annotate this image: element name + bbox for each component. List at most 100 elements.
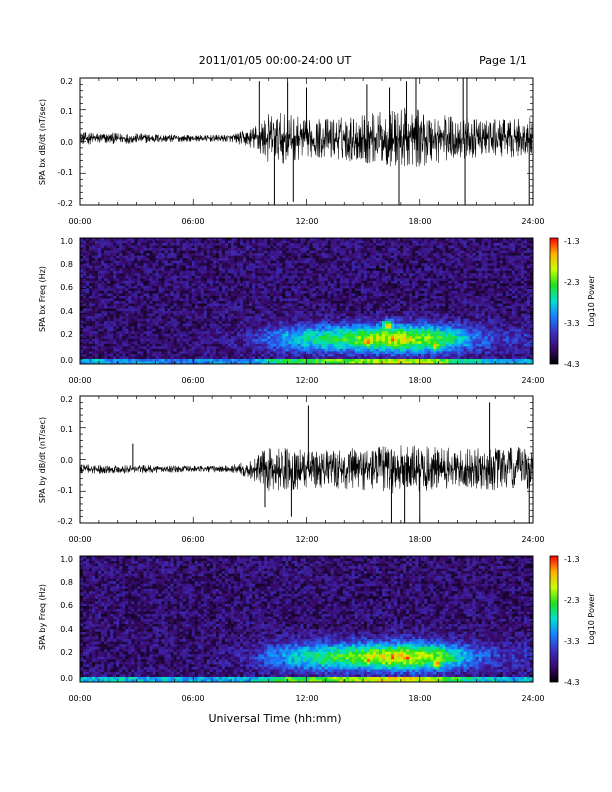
spectrogram-cell [270,240,274,244]
spectrogram-cell [170,311,174,314]
spectrogram-cell [315,263,319,267]
spectrogram-cell [303,323,307,327]
spectrogram-cell [363,295,368,299]
spectrogram-cell [273,326,277,330]
spectrogram-cell [128,323,132,327]
spectrogram-cell [351,248,356,251]
spectrogram-cell [98,243,102,246]
spectrogram-cell [161,356,165,360]
spectrogram-cell [297,341,301,345]
spectrogram-cell [342,288,347,292]
spectrogram-cell [270,255,274,259]
spectrogram-cell [113,250,117,254]
spectrogram-cell [224,303,229,307]
spectrogram-cell [101,285,105,289]
spectrogram-cell [200,336,205,340]
spectrogram-cell [128,308,132,312]
spectrogram-cell [252,273,256,277]
spectrogram-cell [179,353,183,357]
spectrogram-cell [255,240,259,244]
spectrogram-cell [134,263,138,267]
spectrogram-cell [146,275,150,279]
spectrogram-cell [348,293,353,297]
spectrogram-cell [261,268,265,272]
spectrogram-cell [224,353,229,357]
spectrogram-cell [176,288,180,292]
spectrogram-cell [291,338,295,342]
spectrogram-cell [110,336,114,340]
spectrogram-cell [258,263,262,267]
spectrogram-cell [261,250,265,254]
spectrogram-cell [224,248,229,251]
ytick-label: 0.4 [60,307,73,316]
spectrogram-cell [306,311,310,314]
spectrogram-cell [249,326,253,330]
spectrogram-cell [285,361,289,365]
spectrogram-cell [83,341,87,345]
spectrogram-cell [152,290,156,294]
spectrogram-cell [303,318,307,322]
spectrogram-cell [261,275,265,279]
spectrogram-cell [203,298,208,302]
spectrogram-cell [294,318,298,322]
spectrogram-cell [131,321,135,324]
spectrogram-cell [215,280,220,284]
spectrogram-cell [119,263,123,267]
spectrogram-cell [104,295,108,299]
spectrogram-cell [119,316,123,319]
spectrogram-cell [149,353,153,357]
spectrogram-cell [107,328,111,332]
spectrogram-cell [321,258,325,261]
spectrogram-cell [237,275,241,279]
spectrogram-cell [282,323,286,327]
spectrogram-cell [270,278,274,282]
spectrogram-cell [267,321,271,324]
spectrogram-cell [215,260,220,264]
spectrogram-cell [131,326,135,330]
spectrogram-cell [270,318,274,322]
spectrogram-cell [110,356,114,360]
spectrogram-cell [327,240,331,244]
spectrogram-cell [209,311,214,314]
spectrogram-cell [122,306,126,309]
spectrogram-cell [336,253,341,256]
spectrogram-cell [336,358,341,362]
spectrogram-cell [270,295,274,299]
spectrogram-cell [312,321,316,324]
spectrogram-cell [86,270,90,274]
spectrogram-cell [246,361,250,365]
spectrogram-cell [246,303,250,307]
spectrogram-cell [285,240,289,244]
spectrogram-cell [282,280,286,284]
spectrogram-cell [273,303,277,307]
spectrogram-cell [243,313,247,317]
spectrogram-cell [348,311,353,314]
spectrogram-cell [354,331,359,335]
spectrogram-cell [191,341,196,345]
spectrogram-cell [261,258,265,261]
spectrogram-cell [333,263,337,267]
spectrogram-cell [188,361,193,365]
spectrogram-cell [95,331,99,335]
spectrogram-cell [176,316,180,319]
spectrogram-cell [128,328,132,332]
spectrogram-cell [176,328,180,332]
spectrogram-cell [297,298,301,302]
spectrogram-cell [312,263,316,267]
spectrogram-cell [246,263,250,267]
spectrogram-cell [86,358,90,362]
spectrogram-cell [312,250,316,254]
spectrogram-cell [306,288,310,292]
spectrogram-cell [234,280,238,284]
spectrogram-cell [98,338,102,342]
spectrogram-cell [348,240,353,244]
spectrogram-cell [300,316,304,319]
spectrogram-cell [200,253,205,256]
spectrogram-cell [345,308,350,312]
spectrogram-cell [366,321,371,324]
spectrogram-cell [276,323,280,327]
spectrogram-cell [282,273,286,277]
spectrogram-cell [140,283,144,287]
spectrogram-cell [273,250,277,254]
spectrogram-cell [212,311,217,314]
